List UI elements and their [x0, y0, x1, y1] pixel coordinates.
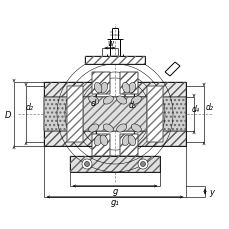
Bar [92, 73, 109, 95]
Bar [146, 87, 162, 142]
Bar [85, 57, 144, 65]
Ellipse shape [88, 96, 98, 105]
Bar [120, 73, 137, 95]
Bar [44, 98, 185, 131]
Bar [70, 156, 159, 172]
Bar [120, 134, 137, 156]
Bar [85, 57, 144, 65]
Ellipse shape [100, 135, 107, 146]
Ellipse shape [88, 124, 98, 133]
Text: w: w [106, 39, 113, 48]
Bar [92, 134, 109, 156]
Bar [67, 87, 83, 142]
Circle shape [140, 162, 145, 167]
Bar [83, 98, 146, 131]
Ellipse shape [116, 124, 126, 133]
Text: D: D [5, 110, 11, 119]
Ellipse shape [131, 96, 141, 105]
Bar [92, 73, 109, 95]
Bar [67, 87, 83, 142]
Bar [92, 134, 109, 156]
Bar [44, 83, 95, 146]
Text: d₂: d₂ [205, 102, 213, 111]
Ellipse shape [128, 135, 135, 146]
Text: d₄: d₄ [191, 105, 199, 114]
Ellipse shape [116, 96, 126, 105]
Ellipse shape [103, 124, 113, 133]
Text: g: g [112, 187, 117, 196]
Text: d₅: d₅ [128, 100, 136, 109]
Text: y: y [209, 187, 214, 196]
Circle shape [84, 162, 89, 167]
Bar [134, 83, 185, 146]
Bar [44, 98, 185, 131]
Ellipse shape [128, 83, 135, 94]
Bar [120, 134, 137, 156]
Ellipse shape [122, 83, 129, 94]
Text: d₂: d₂ [26, 102, 34, 111]
Bar [83, 98, 146, 131]
Circle shape [137, 159, 147, 169]
Ellipse shape [103, 96, 113, 105]
Ellipse shape [131, 124, 141, 133]
Bar [134, 83, 185, 146]
Ellipse shape [100, 83, 107, 94]
Bar [70, 156, 159, 172]
Bar [44, 83, 95, 146]
Bar [146, 87, 162, 142]
Text: d: d [90, 98, 95, 107]
Ellipse shape [122, 135, 129, 146]
Circle shape [82, 159, 92, 169]
Ellipse shape [94, 83, 101, 94]
Bar [120, 73, 137, 95]
Ellipse shape [94, 135, 101, 146]
Text: g₁: g₁ [110, 198, 119, 207]
